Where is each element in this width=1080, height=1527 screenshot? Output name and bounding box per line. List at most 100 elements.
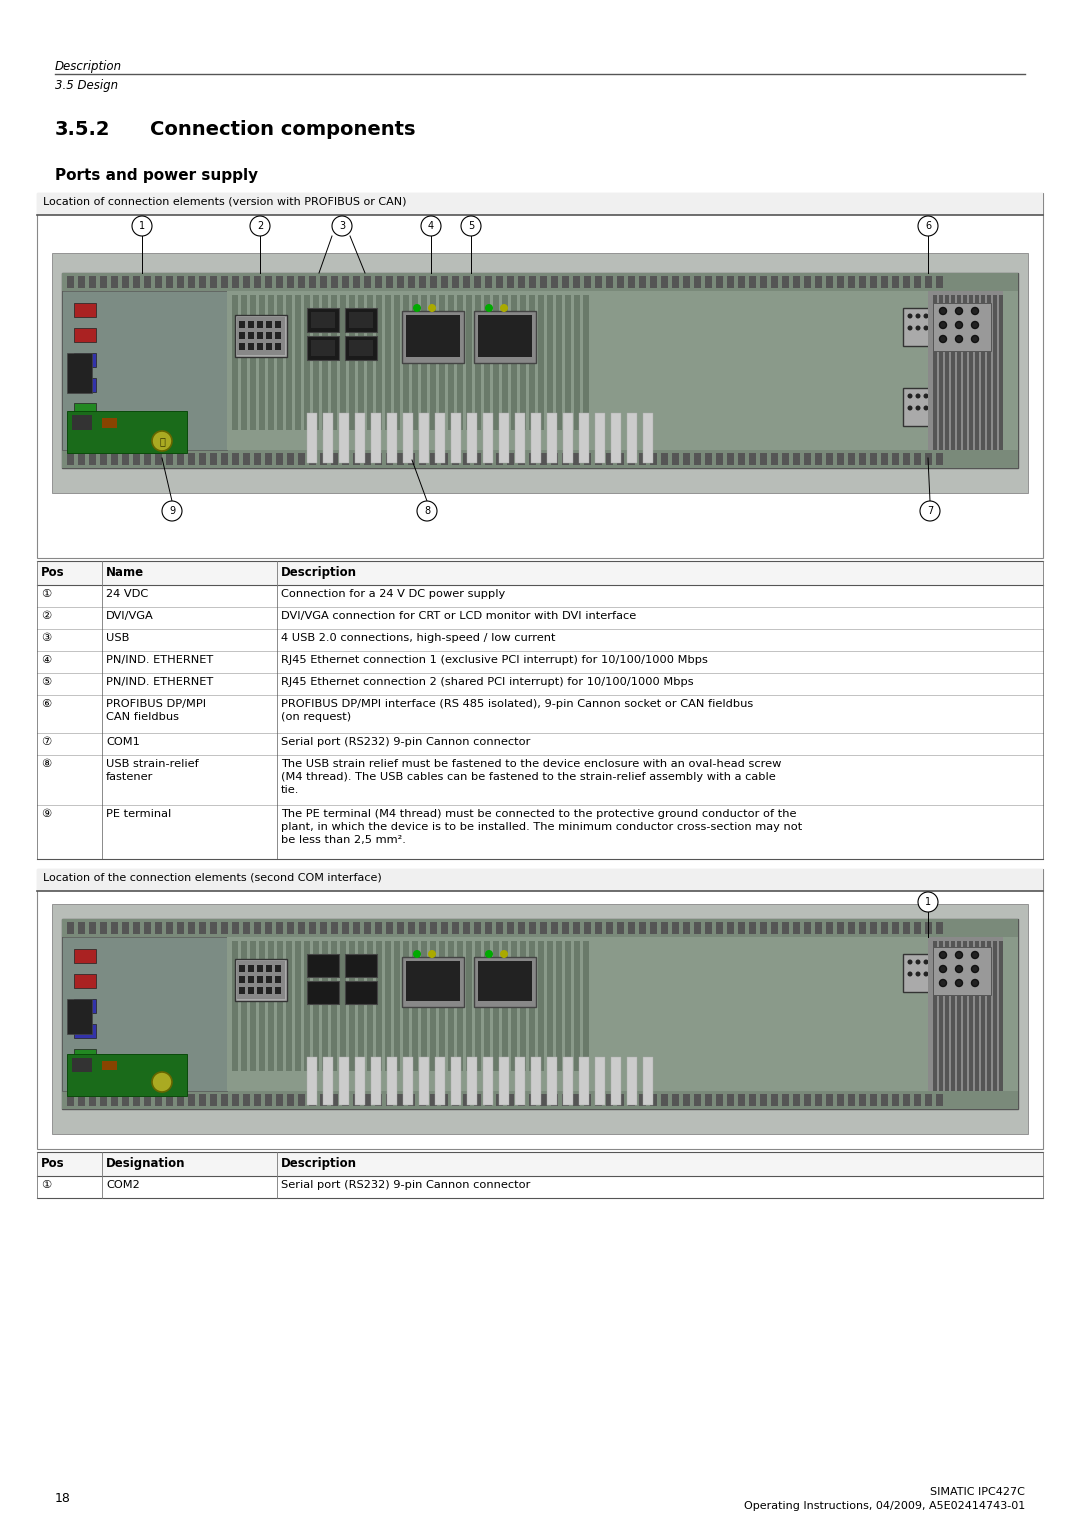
Bar — [330, 454, 338, 466]
Circle shape — [162, 501, 183, 521]
Bar — [75, 302, 96, 318]
Bar — [241, 941, 247, 1070]
Circle shape — [332, 215, 352, 237]
Text: 1: 1 — [924, 896, 931, 907]
Bar — [914, 922, 921, 935]
Bar — [727, 454, 734, 466]
Bar — [266, 986, 272, 994]
Bar — [826, 1093, 833, 1106]
Bar — [89, 1093, 96, 1106]
Bar — [75, 379, 96, 392]
Bar — [403, 1057, 413, 1106]
Bar — [924, 276, 932, 289]
Bar — [474, 454, 481, 466]
Bar — [111, 922, 118, 935]
Bar — [376, 295, 382, 431]
Bar — [257, 331, 264, 339]
Bar — [52, 904, 1028, 1135]
Bar — [650, 1093, 657, 1106]
Circle shape — [923, 313, 929, 319]
Bar — [144, 276, 151, 289]
Bar — [430, 454, 437, 466]
Bar — [661, 922, 669, 935]
Bar — [266, 331, 272, 339]
Bar — [903, 276, 910, 289]
Bar — [826, 454, 833, 466]
Text: 3: 3 — [339, 221, 346, 231]
Circle shape — [413, 304, 421, 312]
Bar — [771, 1093, 778, 1106]
Bar — [402, 312, 464, 363]
Bar — [62, 273, 1018, 292]
Circle shape — [916, 394, 920, 399]
Text: (M4 thread). The USB cables can be fastened to the strain-relief assembly with a: (M4 thread). The USB cables can be faste… — [281, 773, 775, 782]
Bar — [606, 276, 613, 289]
Bar — [237, 960, 285, 999]
Bar — [408, 276, 415, 289]
Bar — [37, 651, 1043, 673]
Bar — [531, 412, 541, 463]
Bar — [451, 412, 461, 463]
Bar — [342, 454, 349, 466]
Bar — [936, 276, 943, 289]
Bar — [793, 454, 800, 466]
Bar — [546, 412, 557, 463]
Circle shape — [461, 215, 481, 237]
Bar — [474, 957, 536, 1006]
Bar — [298, 276, 305, 289]
Text: The PE terminal (M4 thread) must be connected to the protective ground conductor: The PE terminal (M4 thread) must be conn… — [281, 809, 797, 818]
Circle shape — [132, 215, 152, 237]
Bar — [111, 276, 118, 289]
Bar — [386, 454, 393, 466]
Circle shape — [972, 965, 978, 973]
Circle shape — [907, 971, 913, 976]
Bar — [903, 1093, 910, 1106]
Bar — [515, 1057, 525, 1106]
Bar — [339, 412, 349, 463]
Bar — [859, 1093, 866, 1106]
Bar — [981, 295, 985, 450]
Bar — [375, 922, 382, 935]
Bar — [782, 454, 789, 466]
Bar — [496, 454, 503, 466]
Bar — [275, 965, 281, 973]
Bar — [133, 276, 140, 289]
Bar — [394, 295, 400, 431]
Bar — [67, 1054, 187, 1096]
Bar — [100, 276, 107, 289]
Bar — [37, 869, 1043, 1148]
Bar — [239, 331, 245, 339]
Bar — [330, 1093, 338, 1106]
Bar — [502, 941, 508, 1070]
Bar — [210, 454, 217, 466]
Bar — [421, 295, 427, 431]
Bar — [515, 412, 525, 463]
Text: (on request): (on request) — [281, 712, 351, 722]
Bar — [177, 1093, 184, 1106]
Bar — [546, 295, 553, 431]
Bar — [507, 276, 514, 289]
Bar — [705, 454, 712, 466]
Bar — [837, 922, 843, 935]
Bar — [340, 295, 346, 431]
Bar — [705, 276, 712, 289]
Bar — [804, 454, 811, 466]
Bar — [643, 1057, 653, 1106]
Bar — [419, 412, 429, 463]
Bar — [573, 922, 580, 935]
Bar — [78, 922, 85, 935]
Bar — [37, 1176, 1043, 1199]
Bar — [286, 295, 292, 431]
Bar — [815, 276, 822, 289]
Bar — [540, 1093, 546, 1106]
Bar — [37, 754, 1043, 805]
Bar — [453, 276, 459, 289]
Bar — [484, 295, 490, 431]
Bar — [529, 941, 535, 1070]
Bar — [295, 295, 301, 431]
Bar — [529, 1093, 536, 1106]
Bar — [627, 454, 635, 466]
Circle shape — [972, 307, 978, 315]
Bar — [474, 276, 481, 289]
Bar — [339, 1057, 349, 1106]
